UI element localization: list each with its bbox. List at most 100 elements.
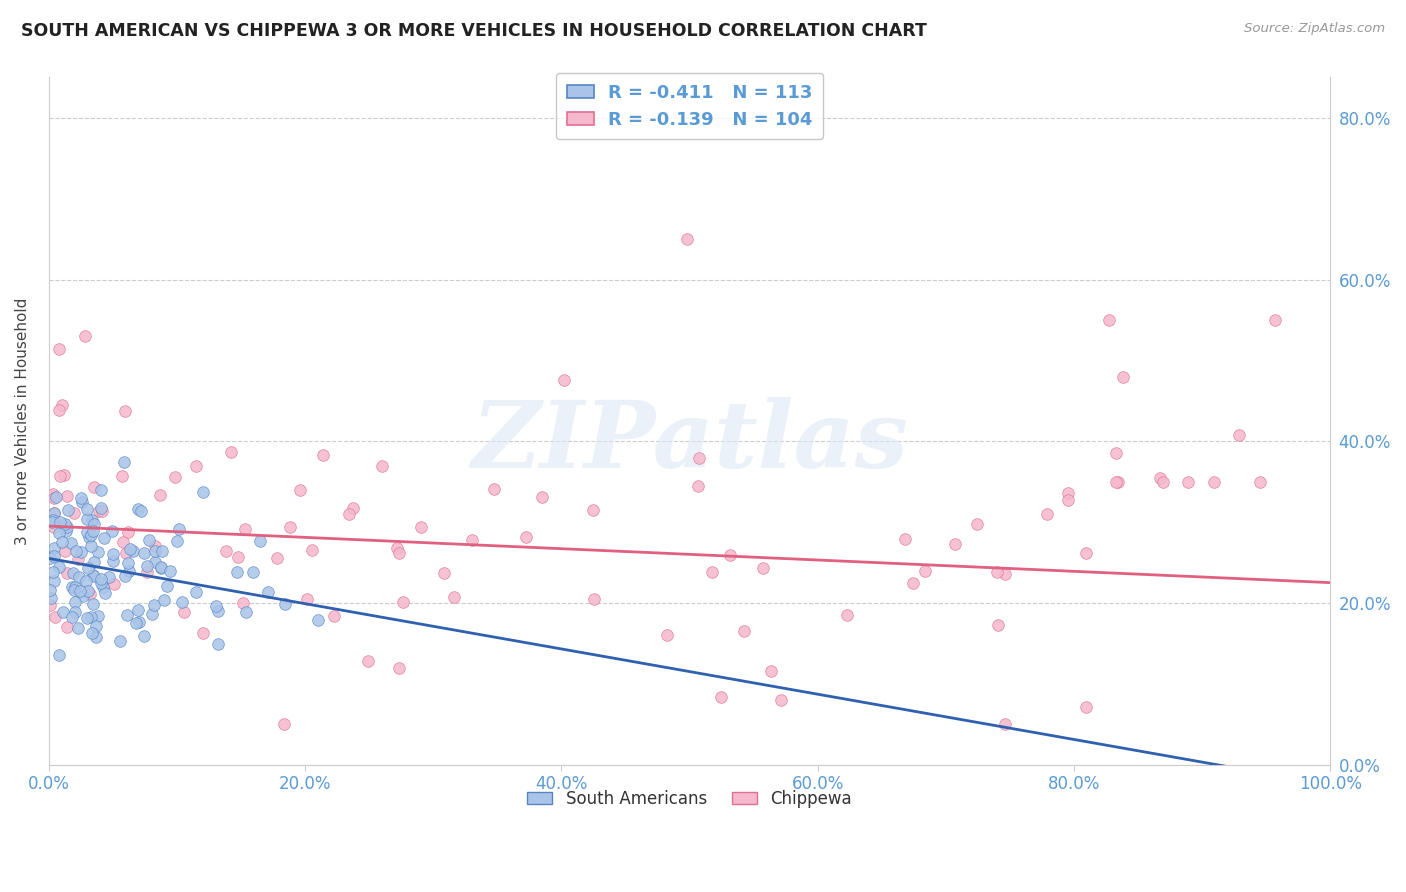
Point [1202, 475, 1225, 489]
Point [115, 546, 138, 560]
Point [165, 470, 187, 484]
Point [357, 654, 380, 668]
Point [278, 520, 301, 534]
Point [388, 546, 411, 560]
Point [145, 555, 167, 569]
Point [91, 580, 114, 594]
Point [167, 522, 190, 536]
Point [371, 458, 394, 473]
Point [1057, 486, 1080, 500]
Point [150, 544, 173, 558]
Point [72, 589, 94, 603]
Point [86, 544, 108, 558]
Point [67, 570, 90, 584]
Point [90, 575, 112, 590]
Point [323, 609, 346, 624]
Point [443, 590, 465, 604]
Point [392, 595, 415, 609]
Point [461, 533, 484, 548]
Point [710, 690, 733, 704]
Point [1107, 475, 1129, 489]
Point [751, 561, 773, 575]
Point [82, 626, 104, 640]
Point [42, 541, 65, 556]
Point [233, 522, 256, 536]
Point [76, 524, 98, 539]
Point [42, 520, 65, 534]
Point [134, 546, 156, 560]
Point [733, 624, 755, 639]
Point [1105, 475, 1128, 489]
Point [108, 633, 131, 648]
Point [51, 534, 73, 549]
Point [207, 636, 229, 650]
Point [112, 535, 135, 549]
Point [44, 506, 66, 520]
Point [48, 342, 70, 356]
Point [273, 717, 295, 731]
Point [1152, 475, 1174, 489]
Point [70, 545, 93, 559]
Point [170, 594, 193, 608]
Point [149, 561, 172, 575]
Point [52, 605, 75, 619]
Point [117, 556, 139, 570]
Point [83, 480, 105, 494]
Point [93, 532, 115, 546]
Point [143, 539, 166, 553]
Point [1074, 546, 1097, 560]
Text: ZIPatlas: ZIPatlas [471, 397, 908, 487]
Point [49, 469, 72, 483]
Point [42, 491, 65, 505]
Point [207, 604, 229, 618]
Point [184, 585, 207, 599]
Point [60, 580, 83, 594]
Point [83, 555, 105, 569]
Point [80, 513, 103, 527]
Point [295, 591, 318, 606]
Point [80, 609, 103, 624]
Point [39, 598, 62, 612]
Point [1177, 475, 1199, 489]
Point [63, 580, 86, 594]
Point [82, 524, 104, 538]
Point [125, 615, 148, 630]
Point [117, 524, 139, 539]
Point [342, 500, 364, 515]
Point [482, 483, 505, 497]
Point [89, 503, 111, 517]
Point [110, 469, 132, 483]
Point [1264, 313, 1286, 327]
Point [966, 516, 988, 531]
Point [41, 515, 63, 529]
Point [257, 584, 280, 599]
Point [657, 627, 679, 641]
Point [76, 610, 98, 624]
Point [79, 531, 101, 545]
Point [249, 533, 271, 548]
Point [1149, 470, 1171, 484]
Point [411, 520, 433, 534]
Point [232, 596, 254, 610]
Point [132, 629, 155, 643]
Point [159, 564, 181, 578]
Y-axis label: 3 or more Vehicles in Household: 3 or more Vehicles in Household [15, 297, 30, 545]
Point [80, 540, 103, 554]
Legend: South Americans, Chippewa: South Americans, Chippewa [520, 783, 859, 814]
Point [432, 566, 454, 580]
Point [76, 512, 98, 526]
Point [101, 524, 124, 538]
Point [66, 551, 89, 566]
Point [173, 605, 195, 619]
Point [1036, 507, 1059, 521]
Point [141, 607, 163, 622]
Point [1249, 475, 1271, 489]
Point [90, 572, 112, 586]
Point [226, 549, 249, 564]
Point [86, 630, 108, 644]
Point [337, 507, 360, 521]
Point [676, 232, 699, 246]
Point [115, 608, 138, 623]
Point [127, 602, 149, 616]
Point [266, 551, 288, 566]
